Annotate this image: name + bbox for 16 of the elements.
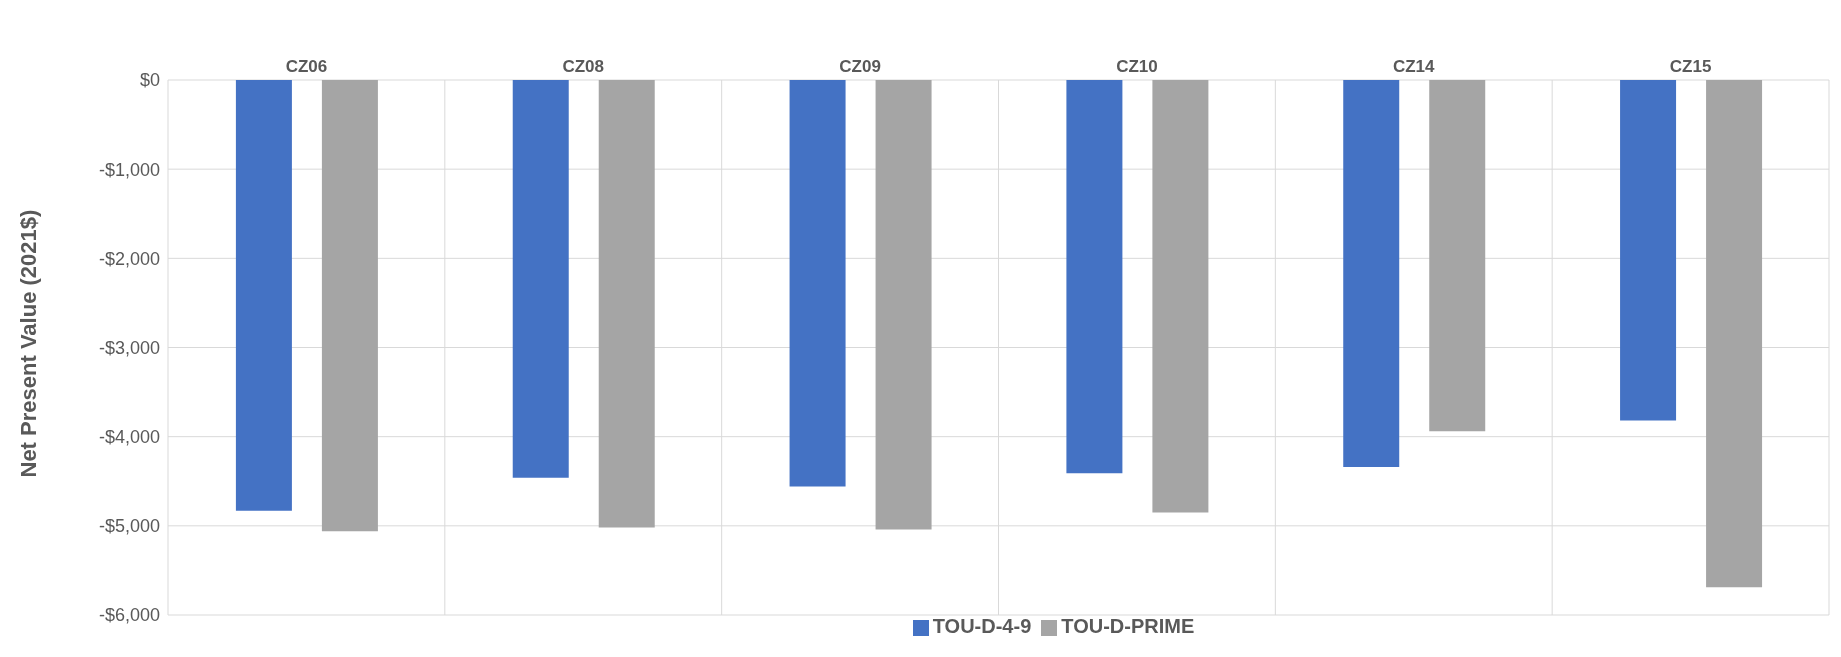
x-tick-label: CZ10: [1116, 57, 1158, 76]
legend-label: TOU-D-PRIME: [1061, 615, 1195, 637]
x-tick-label: CZ14: [1392, 57, 1436, 76]
x-tick-label: CZ09: [839, 57, 881, 76]
y-tick-label: -$3,000: [98, 337, 160, 358]
y-tick-label: -$5,000: [98, 516, 160, 537]
y-tick-label: -$6,000: [98, 605, 160, 626]
x-tick-label: CZ06: [285, 57, 328, 76]
y-tick-label: -$2,000: [98, 248, 160, 269]
y-tick-label: $0: [139, 70, 160, 91]
y-tick-label: -$1,000: [98, 159, 160, 180]
x-tick-label: CZ15: [1669, 57, 1712, 76]
y-axis-title: Net Present Value (2021$): [15, 209, 41, 478]
legend-label: TOU-D-4-9: [932, 615, 1032, 637]
x-tick-label: CZ08: [562, 57, 605, 76]
y-tick-label: -$4,000: [98, 427, 160, 448]
